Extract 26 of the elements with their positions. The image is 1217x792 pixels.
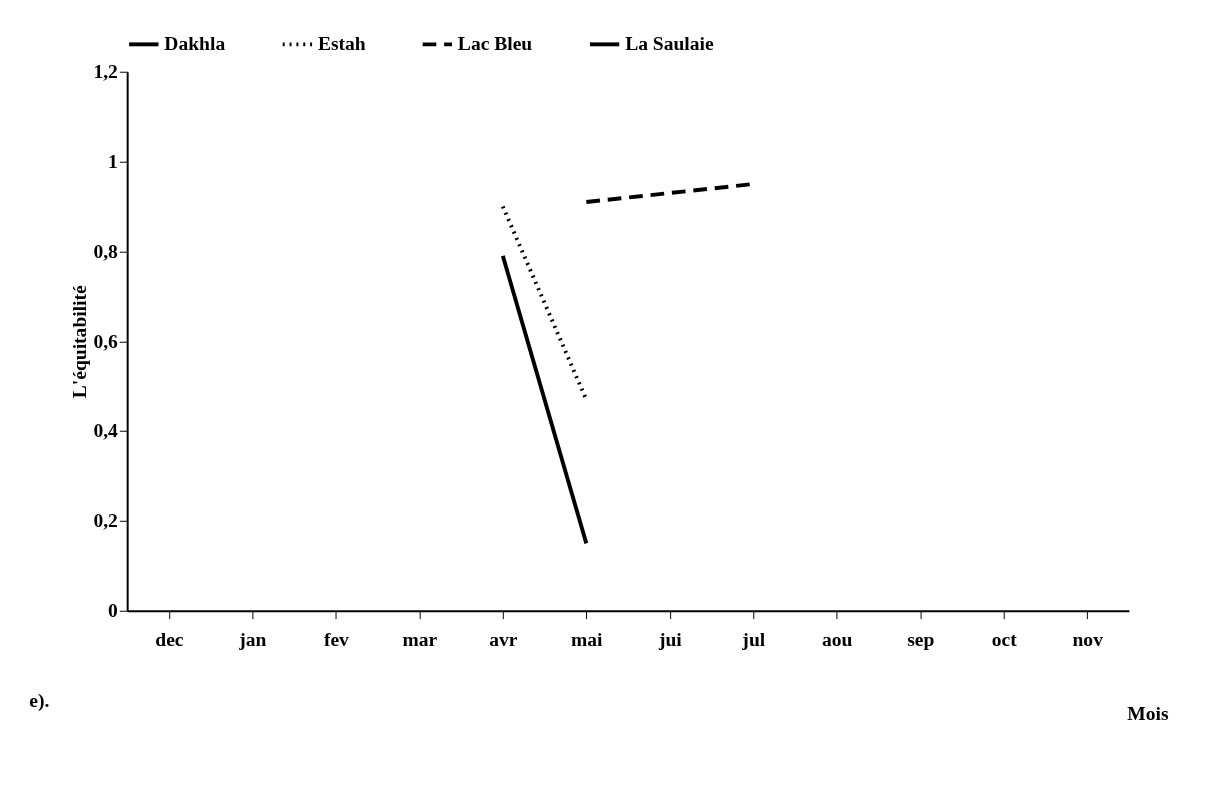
x-tick-label: sep [907,629,935,651]
x-tick-label: jan [238,629,267,651]
x-tick-label: avr [489,629,518,651]
y-tick-label: 1 [108,150,118,172]
x-axis-title: Mois [1127,702,1169,724]
legend-label: Dakhla [164,33,226,55]
legend-label: Lac Bleu [457,33,533,55]
y-axis-title: L'équitabilité [68,284,90,399]
y-tick-label: 0 [108,600,119,622]
x-tick-label: jui [657,629,683,651]
x-tick-label: jul [741,629,766,651]
x-tick-label: fev [323,629,350,651]
x-tick-label: oct [991,629,1018,651]
x-tick-label: nov [1072,629,1104,651]
y-tick-label: 0,2 [93,510,118,532]
text: e). [29,689,50,712]
y-tick-label: 0,6 [93,330,119,352]
x-tick-label: mar [402,629,438,651]
legend-label: La Saulaie [625,33,714,55]
legend-label: Estah [317,33,366,55]
y-tick-label: 0,8 [93,240,119,262]
x-tick-label: mai [571,629,604,651]
y-tick-label: 1,2 [93,61,118,83]
x-tick-label: aou [822,629,853,651]
y-tick-label: 0,4 [93,420,119,442]
x-tick-label: dec [155,629,184,651]
